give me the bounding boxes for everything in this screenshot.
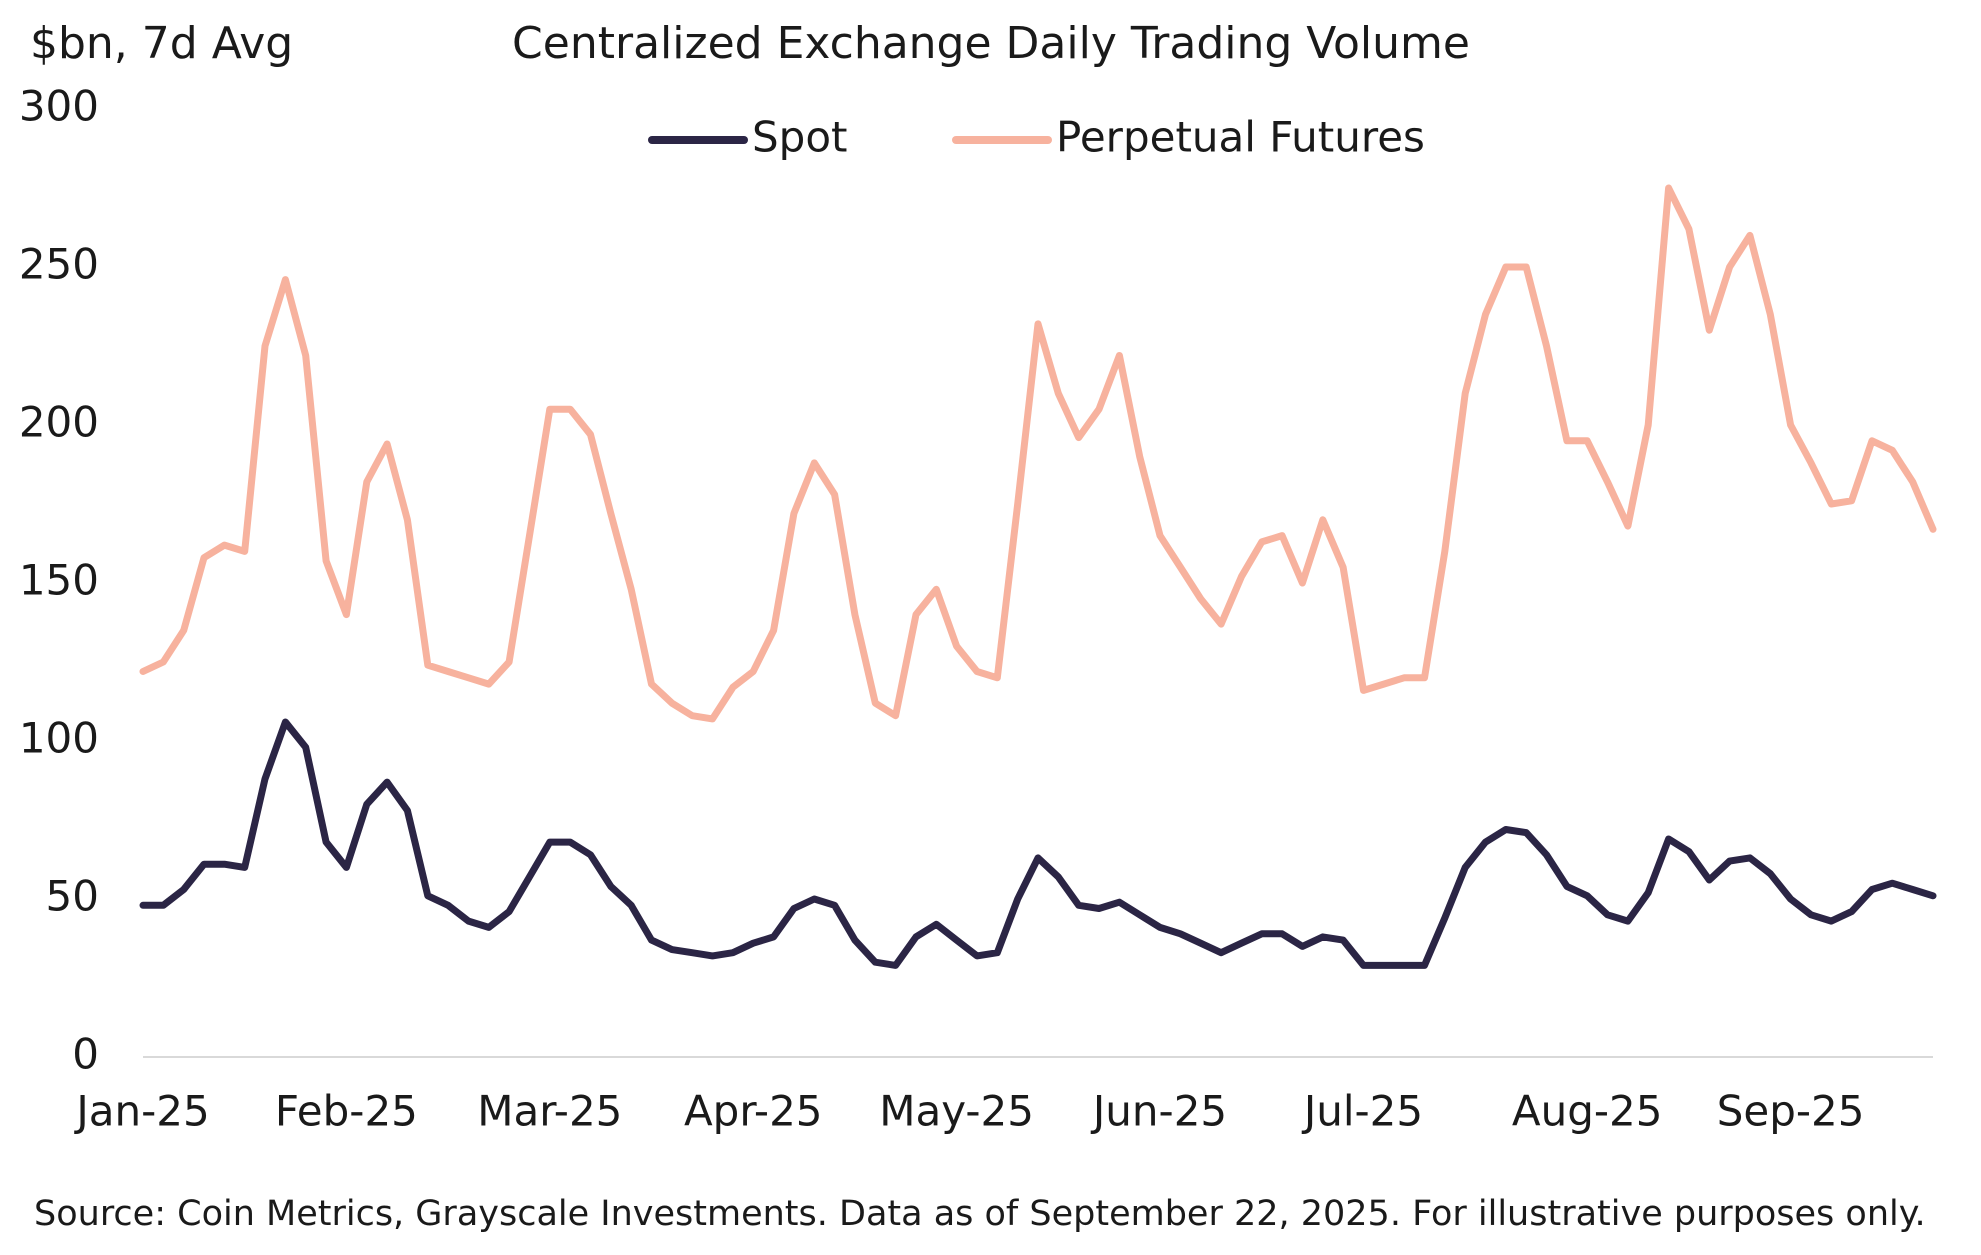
y-tick-label: 50 (46, 872, 99, 921)
y-tick-label: 200 (19, 398, 99, 447)
x-tick-label: Jan-25 (73, 1087, 209, 1136)
chart-title: Centralized Exchange Daily Trading Volum… (512, 18, 1470, 69)
x-tick-label: Aug-25 (1512, 1087, 1663, 1136)
x-tick-label: Jul-25 (1301, 1087, 1423, 1136)
x-tick-label: Feb-25 (275, 1087, 418, 1136)
y-tick-label: 0 (72, 1030, 99, 1079)
y-tick-label: 100 (19, 714, 99, 763)
y-tick-label: 250 (19, 240, 99, 289)
x-tick-label: Sep-25 (1717, 1087, 1865, 1136)
line-series (139, 718, 1937, 969)
source-note: Source: Coin Metrics, Grayscale Investme… (34, 1194, 1926, 1234)
x-tick-label: May-25 (879, 1087, 1034, 1136)
y-axis-label: $bn, 7d Avg (30, 18, 293, 69)
y-tick-label: 150 (19, 556, 99, 605)
legend-label: Spot (752, 113, 847, 162)
y-tick-label: 300 (19, 82, 99, 131)
line-series (139, 184, 1937, 723)
legend-label: Perpetual Futures (1056, 113, 1425, 162)
x-tick-label: Jun-25 (1090, 1087, 1227, 1136)
x-tick-label: Apr-25 (684, 1087, 823, 1136)
x-tick-label: Mar-25 (477, 1087, 622, 1136)
